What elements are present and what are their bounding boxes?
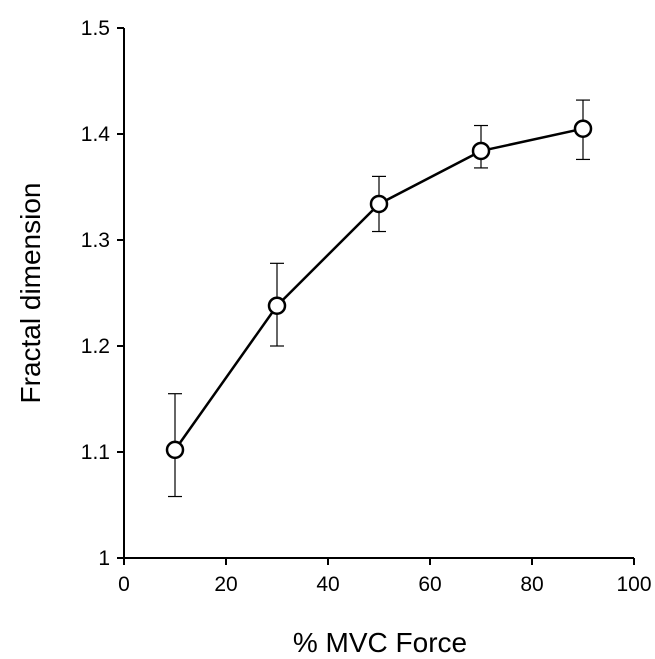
data-points: [165, 119, 593, 460]
y-tick-label: 1.1: [81, 441, 110, 464]
x-tick-label: 80: [520, 573, 543, 596]
x-tick-label: 0: [118, 573, 130, 596]
data-point: [165, 440, 185, 460]
data-point: [573, 119, 593, 138]
axes: 1 1.1 1.2 1.3 1.4 1.5 0 20 40 60 80 100: [81, 17, 652, 596]
x-tick-label: 40: [316, 573, 339, 596]
y-tick-label: 1.4: [81, 123, 111, 146]
x-axis-title: % MVC Force: [293, 627, 467, 658]
y-tick-label: 1.5: [81, 17, 110, 40]
error-bars: [168, 99, 590, 498]
x-tick-label: 100: [616, 573, 651, 596]
data-point: [369, 194, 389, 214]
y-tick-label: 1.2: [81, 335, 110, 358]
y-tick-label: 1: [98, 547, 110, 570]
y-axis-title: Fractal dimension: [15, 183, 46, 404]
x-tick-label: 60: [418, 573, 441, 596]
data-point: [267, 296, 287, 315]
y-tick-label: 1.3: [81, 229, 110, 252]
x-tick-label: 20: [214, 573, 237, 596]
data-point: [471, 141, 491, 161]
